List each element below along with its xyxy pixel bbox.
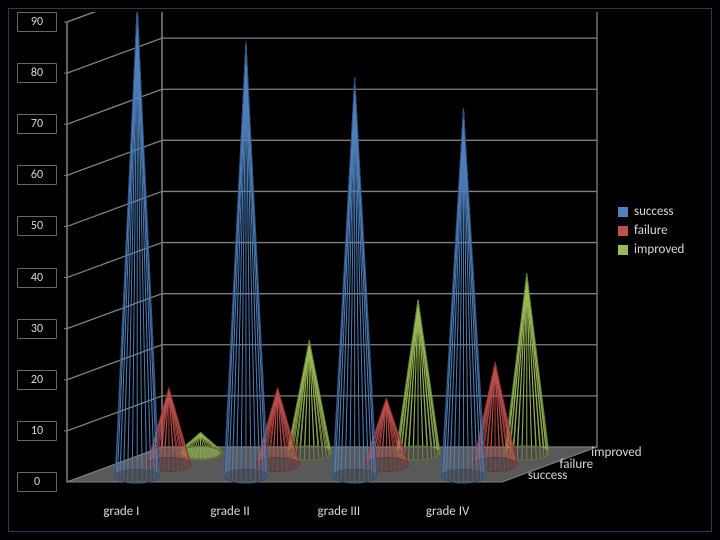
y-tick-label: 20 — [17, 370, 57, 390]
y-tick-label: 10 — [17, 421, 57, 441]
depth-axis-label: improved — [591, 445, 641, 460]
x-category-label: grade IV — [426, 504, 470, 519]
legend-swatch — [618, 207, 628, 217]
legend: success failure improved — [618, 200, 708, 261]
depth-axis-label: failure — [560, 457, 594, 472]
y-tick-label: 50 — [17, 216, 57, 236]
legend-item-success: success — [618, 204, 708, 219]
legend-swatch — [618, 226, 628, 236]
y-tick-label: 0 — [17, 472, 57, 492]
cone-chart: 0 10 20 30 40 50 60 70 80 90 grade I grade II grade… — [12, 12, 620, 528]
legend-label: improved — [634, 242, 684, 257]
legend-label: failure — [634, 223, 668, 238]
y-tick-label: 70 — [17, 114, 57, 134]
x-category-label: grade II — [210, 504, 249, 519]
chart-svg — [12, 12, 620, 528]
y-tick-label: 90 — [17, 12, 57, 32]
legend-item-failure: failure — [618, 223, 708, 238]
legend-label: success — [634, 204, 674, 219]
legend-swatch — [618, 245, 628, 255]
x-category-label: grade I — [103, 504, 139, 519]
y-tick-label: 40 — [17, 268, 57, 288]
y-tick-label: 60 — [17, 165, 57, 185]
y-tick-label: 80 — [17, 63, 57, 83]
y-tick-label: 30 — [17, 319, 57, 339]
x-category-label: grade III — [318, 504, 361, 519]
legend-item-improved: improved — [618, 242, 708, 257]
y-tick-labels: 0 10 20 30 40 50 60 70 80 90 — [12, 12, 60, 528]
